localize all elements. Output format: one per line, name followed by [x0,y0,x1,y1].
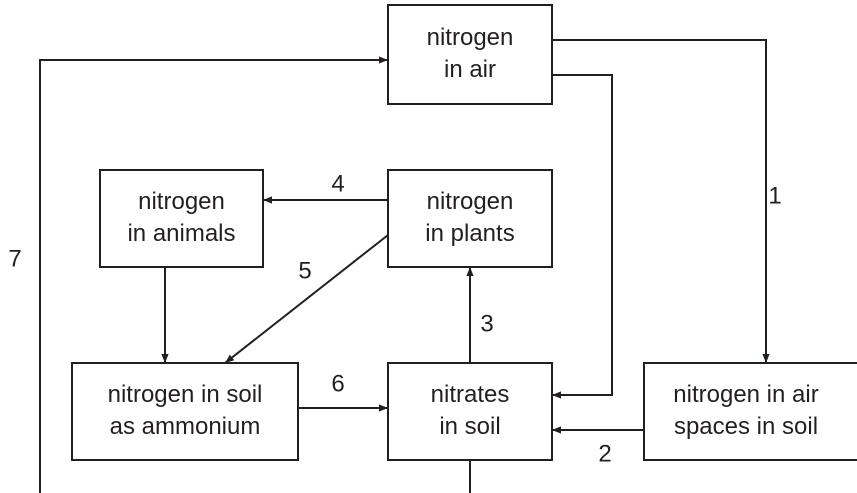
node-label: nitrates [431,381,510,408]
node-label: in animals [127,220,235,247]
node-box [71,362,299,461]
node-box [387,169,553,268]
node-label: in plants [425,220,514,247]
edge-label: 7 [8,245,21,272]
node-box [99,169,264,268]
node-box [387,362,553,461]
edge-label: 1 [768,182,781,209]
node-label: nitrogen in soil [108,381,263,408]
nodes: nitrogen in air nitrogen in animals nitrogen… [71,4,857,461]
node-label: nitrogen in air [673,381,818,408]
node-label: nitrogen [427,24,514,51]
edge-label: 2 [598,440,611,467]
edge [224,234,389,364]
edge-labels: 1 2 3 4 5 6 7 [8,170,781,467]
edge [552,74,613,399]
edge-label: 6 [331,370,344,397]
node-box [643,362,857,461]
node-label: as ammonium [110,413,261,440]
node-label: nitrogen [138,188,225,215]
edges [39,39,770,493]
edge-label: 4 [331,170,344,197]
node-label: in air [444,56,496,83]
node-label: spaces in soil [674,413,818,440]
node-label: in soil [439,413,500,440]
edge-label: 5 [298,257,311,284]
edge [39,56,388,493]
edge [552,39,770,363]
node-box [387,4,553,105]
edge-label: 3 [480,310,493,337]
node-label: nitrogen [427,188,514,215]
